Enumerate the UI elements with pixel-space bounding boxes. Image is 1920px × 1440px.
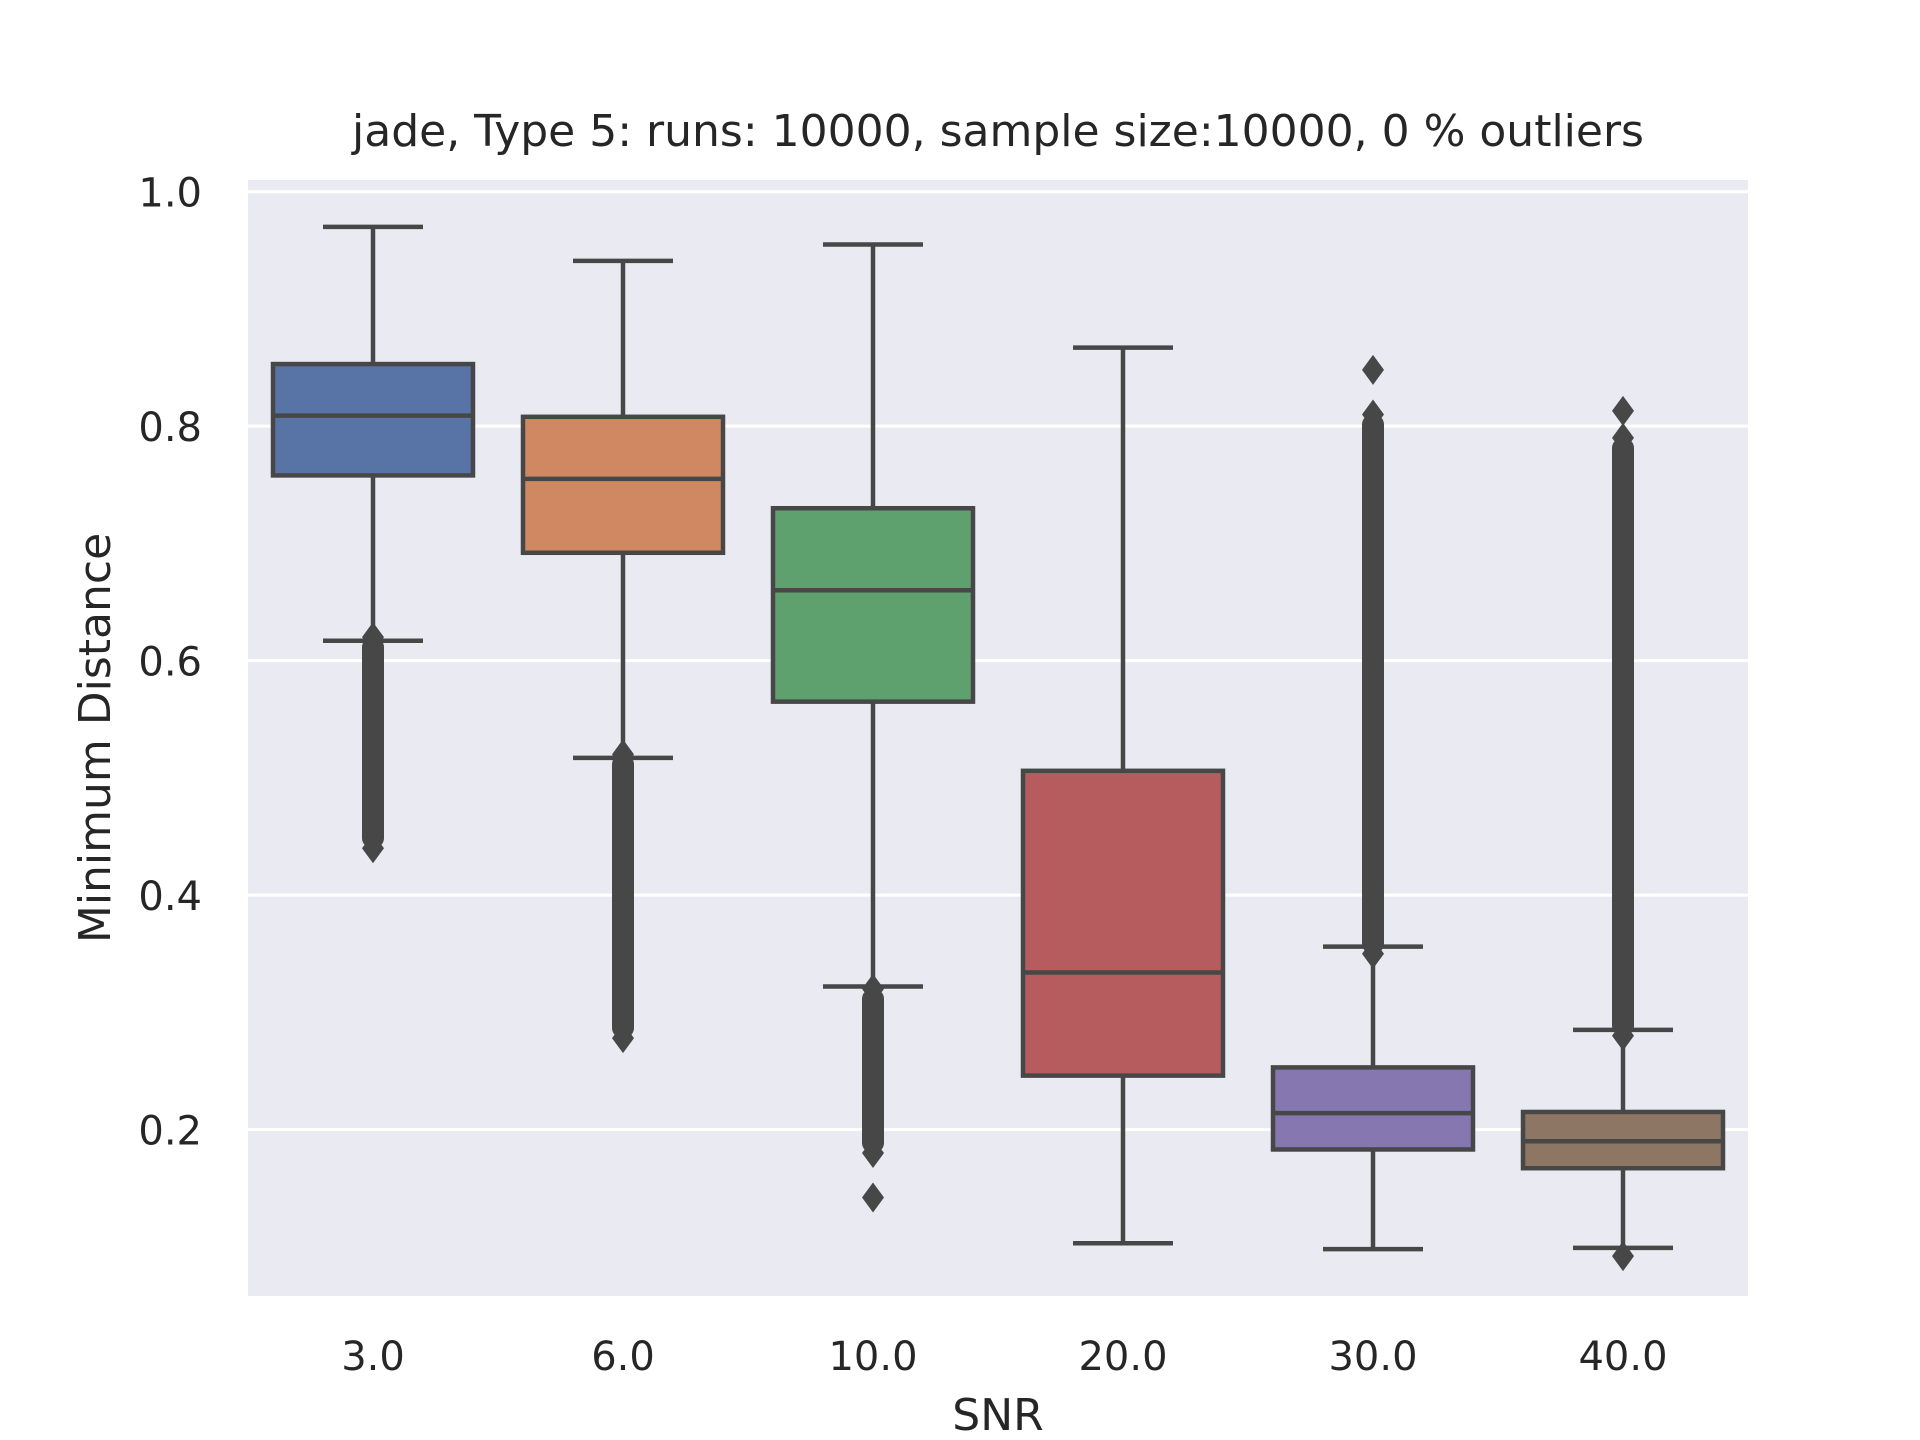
outlier-cluster	[1362, 414, 1384, 954]
outlier-marker	[1612, 1241, 1634, 1272]
plot-background	[248, 180, 1748, 1296]
chart-title: jade, Type 5: runs: 10000, sample size:1…	[351, 106, 1644, 157]
y-tick-label: 0.8	[138, 405, 202, 451]
boxes-group	[270, 224, 1726, 1272]
box-body	[520, 414, 726, 556]
outlier-marker	[1362, 354, 1384, 385]
x-tick-label: 6.0	[591, 1334, 655, 1380]
outlier-marker	[1362, 938, 1384, 969]
box-10.0	[770, 242, 976, 1213]
box-body	[770, 505, 976, 704]
outlier-marker	[862, 1137, 884, 1168]
y-tick-label: 0.6	[138, 640, 202, 686]
x-tick-label: 40.0	[1578, 1334, 1667, 1380]
grid-lines	[248, 190, 1748, 1132]
outlier-marker	[1362, 399, 1384, 430]
box-body	[270, 361, 476, 478]
outlier-marker	[1612, 395, 1634, 426]
box-3.0	[270, 224, 476, 864]
outlier-marker	[362, 622, 384, 653]
y-tick-label: 0.4	[138, 874, 202, 920]
outlier-marker	[612, 1023, 634, 1054]
x-tick-labels: 3.0 6.0 10.0 20.0 30.0 40.0	[341, 1334, 1667, 1380]
outlier-marker	[612, 739, 634, 770]
y-axis-label: Minimum Distance	[70, 533, 121, 943]
box-40.0	[1520, 395, 1726, 1272]
x-tick-label: 10.0	[828, 1334, 917, 1380]
box-body	[1020, 768, 1226, 1078]
box-30.0	[1270, 354, 1476, 1252]
outlier-cluster	[362, 637, 384, 849]
y-tick-label: 1.0	[138, 171, 202, 217]
outlier-marker	[862, 973, 884, 1004]
y-tick-labels: 0.2 0.4 0.6 0.8 1.0	[138, 171, 202, 1155]
x-tick-label: 3.0	[341, 1334, 405, 1380]
outlier-marker	[1612, 1020, 1634, 1051]
box-20.0	[1020, 345, 1226, 1246]
outlier-marker	[362, 833, 384, 864]
x-axis-label: SNR	[952, 1390, 1043, 1440]
outlier-marker	[1612, 422, 1634, 453]
x-tick-label: 30.0	[1328, 1334, 1417, 1380]
y-tick-label: 0.2	[138, 1109, 202, 1155]
box-body	[1270, 1065, 1476, 1152]
outlier-cluster	[862, 988, 884, 1153]
x-tick-label: 20.0	[1078, 1334, 1167, 1380]
outlier-cluster	[1612, 437, 1634, 1036]
box-6.0	[520, 258, 726, 1054]
outlier-marker	[862, 1182, 884, 1213]
outlier-cluster	[612, 754, 634, 1039]
